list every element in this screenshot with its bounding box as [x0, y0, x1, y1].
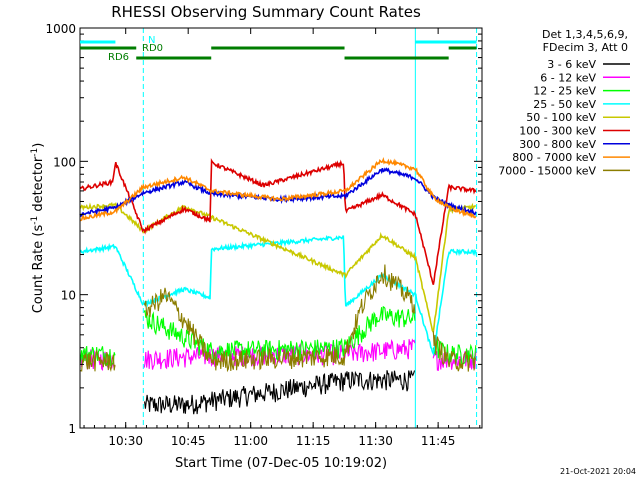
flag-label-rd0: RD0 [142, 43, 163, 54]
series-12-25-kev-segment-2 [432, 338, 477, 366]
series-50-100-kev [79, 201, 476, 335]
series-300-800-kev-segment-0 [79, 167, 477, 218]
y-tick-label-1: 1 [68, 422, 76, 436]
x-tick-label-11-45: 11:45 [421, 434, 456, 448]
plot-frame [79, 27, 483, 429]
legend-header-line-0: Det 1,3,4,5,6,9, [542, 28, 628, 41]
series-25-50-kev [79, 234, 477, 357]
series-100-300-kev [79, 157, 477, 285]
generation-timestamp: 21-Oct-2021 20:04 [560, 467, 636, 476]
series-7000-15000-kev-segment-0 [79, 349, 116, 373]
legend-label-25-50-kev: 25 - 50 keV [533, 98, 596, 111]
legend-label-800-7000-kev: 800 - 7000 keV [512, 151, 596, 164]
series-800-7000-kev [79, 157, 477, 222]
y-tick-label-1000: 1000 [45, 22, 76, 36]
series-12-25-kev-segment-1 [143, 305, 416, 363]
x-tick-label-11-00: 11:00 [233, 434, 268, 448]
y-tick-label-10: 10 [61, 289, 76, 303]
series-100-300-kev-segment-0 [79, 157, 477, 285]
plot-area [79, 28, 478, 428]
series-3-6-kev [144, 370, 416, 415]
series-800-7000-kev-segment-0 [79, 157, 477, 222]
x-axis-label: Start Time (07-Dec-05 10:19:02) [175, 456, 387, 471]
series-25-50-kev-segment-0 [79, 234, 477, 357]
legend-label-6-12-kev: 6 - 12 keV [540, 71, 596, 84]
legend-header-line-1: FDecim 3, Att 0 [543, 41, 628, 54]
legend-label-12-25-kev: 12 - 25 keV [533, 85, 596, 98]
x-tick-label-11-30: 11:30 [358, 434, 393, 448]
legend-label-300-800-kev: 300 - 800 keV [519, 138, 596, 151]
series-3-6-kev-segment-0 [144, 370, 416, 415]
y-tick-label-100: 100 [53, 155, 76, 169]
legend-label-50-100-kev: 50 - 100 keV [526, 111, 596, 124]
flag-label-n: N [148, 35, 155, 46]
x-tick-label-11-15: 11:15 [296, 434, 331, 448]
series-12-25-kev [79, 305, 477, 367]
x-axis-ticks: 10:30 10:45 11:00 11:15 11:30 11:45 [83, 28, 481, 448]
series-7000-15000-kev-segment-2 [432, 331, 477, 372]
y-axis-ticks: 1 10 100 1000 [45, 22, 482, 436]
series-300-800-kev [79, 167, 477, 218]
x-tick-label-10-30: 10:30 [108, 434, 143, 448]
flag-label-rd6: RD6 [108, 52, 129, 63]
legend-label-7000-15000-kev: 7000 - 15000 keV [498, 164, 596, 177]
legend-label-100-300-kev: 100 - 300 keV [519, 125, 596, 138]
legend-label-3-6-kev: 3 - 6 keV [547, 58, 596, 71]
series-7000-15000-kev-segment-1 [143, 264, 416, 373]
legend: Det 1,3,4,5,6,9,FDecim 3, Att 0 3 - 6 keV… [498, 28, 630, 177]
series-7000-15000-kev [79, 264, 477, 373]
chart-title: RHESSI Observing Summary Count Rates [111, 3, 421, 21]
x-tick-label-10-45: 10:45 [171, 434, 206, 448]
series-50-100-kev-segment-0 [79, 201, 476, 335]
y-axis-label: Count Rate (s-1 detector-1) [30, 143, 46, 314]
